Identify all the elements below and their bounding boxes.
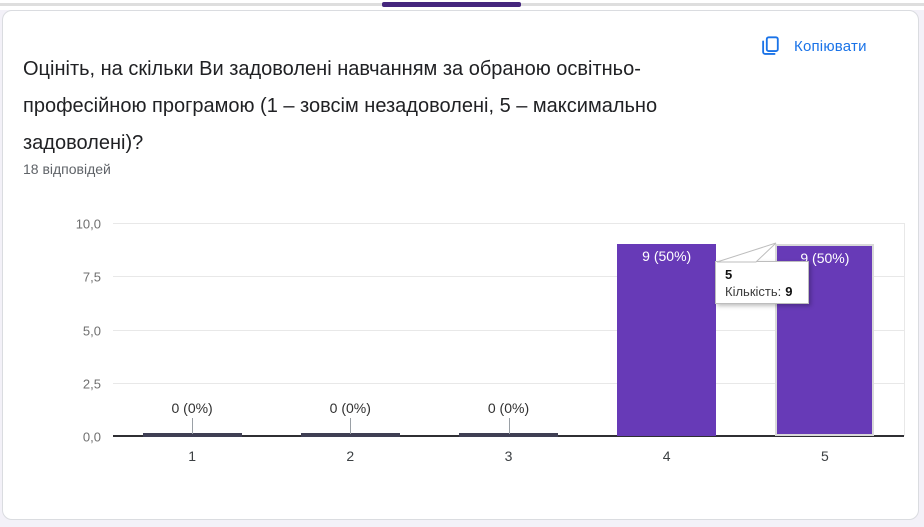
y-axis-tick-label: 10,0 (75, 216, 101, 232)
zero-value-pointer-line (350, 418, 352, 434)
zero-value-pointer-line (508, 418, 510, 434)
gridline (113, 329, 904, 331)
y-axis-tick-label: 0,0 (82, 429, 101, 445)
plot-right-edge (904, 223, 905, 436)
bar-value-label: 0 (0%) (329, 400, 371, 416)
copy-button-label: Копіювати (794, 37, 867, 55)
tooltip-category: 5 (725, 267, 733, 282)
question-result-card: Копіювати Оцініть, на скільки Ви задовол… (2, 10, 919, 520)
x-axis-category-label: 3 (504, 448, 513, 464)
tooltip-count-value: 9 (785, 284, 793, 299)
x-axis-category-label: 5 (820, 448, 829, 464)
chart-tooltip: 5 Кількість: 9 (715, 261, 809, 304)
bar[interactable]: 9 (50%) (617, 244, 717, 436)
gridline (113, 223, 904, 224)
responses-count: 18 відповідей (23, 161, 111, 177)
x-axis-category-label: 2 (346, 448, 355, 464)
gridline (113, 276, 904, 278)
horizontal-scrollbar-thumb[interactable] (382, 2, 521, 7)
gridline (113, 382, 904, 384)
bar-value-label: 0 (0%) (487, 400, 530, 416)
x-axis-category-label: 4 (662, 448, 671, 464)
bar-value-label: 9 (50%) (800, 250, 850, 267)
zero-value-bar[interactable] (459, 433, 558, 437)
question-title: Оцініть, на скільки Ви задоволені навчан… (23, 58, 658, 154)
copy-button[interactable]: Копіювати (759, 31, 867, 61)
x-axis-category-label: 1 (188, 448, 196, 464)
y-axis-tick-label: 2,5 (82, 376, 101, 392)
bar-value-label: 9 (50%) (642, 248, 692, 265)
tooltip-count-label: Кількість: (725, 284, 782, 299)
y-axis-tick-label: 5,0 (82, 323, 101, 338)
copy-icon (759, 35, 781, 57)
zero-value-bar[interactable] (142, 433, 242, 437)
zero-value-bar[interactable] (300, 433, 400, 437)
bar-chart: 0,0 2,5 5,0 7,5 10,0 0 (0%) 1 0 (0%) 2 0 (0%) 3 9 (… (3, 11, 920, 521)
zero-value-pointer-line (192, 418, 194, 434)
y-axis-tick-label: 7,5 (82, 269, 101, 285)
bar-value-label: 0 (0%) (171, 400, 213, 416)
tooltip-count-row: Кількість: 9 (725, 284, 799, 299)
